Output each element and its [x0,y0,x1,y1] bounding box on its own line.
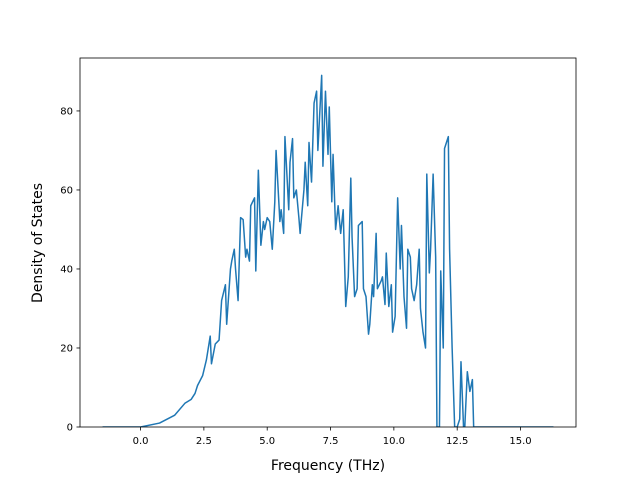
y-tick-label: 60 [60,185,73,196]
x-tick-label: 5.0 [259,436,275,447]
y-tick-label: 80 [60,106,73,117]
x-axis-label: Frequency (THz) [271,458,385,474]
y-tick-label: 40 [60,264,73,275]
y-tick-label: 0 [67,423,73,434]
y-axis-label: Density of States [30,183,46,303]
x-tick-label: 7.5 [323,436,339,447]
x-tick-label: 15.0 [509,436,531,447]
x-tick-label: 10.0 [383,436,405,447]
x-tick-label: 0.0 [133,436,149,447]
plot-frame [79,57,577,428]
x-tick-label: 12.5 [446,436,468,447]
y-tick-label: 20 [60,343,73,354]
x-tick-label: 2.5 [196,436,212,447]
data-line [102,74,554,427]
